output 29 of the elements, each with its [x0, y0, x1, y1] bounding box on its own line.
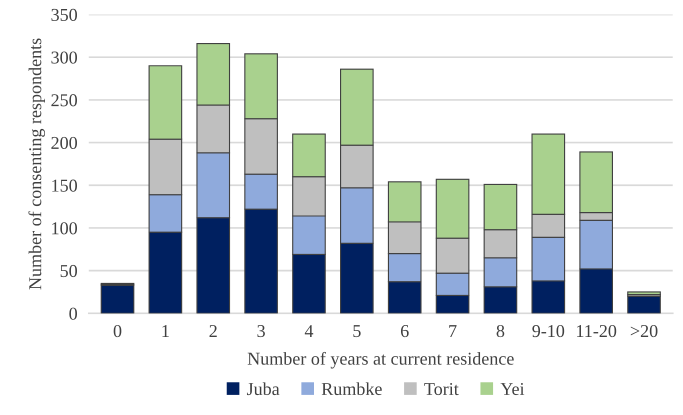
x-tick-label: 11-20 [577, 324, 616, 338]
bar [100, 284, 134, 314]
y-tick-label: 150 [52, 180, 77, 192]
y-tick-label: 350 [51, 8, 77, 21]
x-tick-label: 6 [400, 325, 409, 338]
bar [627, 291, 661, 296]
x-tick-label: 5 [353, 325, 361, 338]
y-tick-label: 300 [51, 51, 77, 64]
x-tick-label: 9-10 [532, 324, 564, 338]
legend-label: Rumbke [322, 382, 382, 396]
x-tick-label: 0 [114, 324, 122, 338]
y-tick-label: 0 [69, 308, 77, 320]
x-tick-label: 2 [210, 325, 217, 337]
legend-label: Yei [500, 382, 524, 396]
legend-label: Juba [246, 382, 280, 396]
x-tick-label: 3 [257, 325, 265, 338]
x-axis-title: Number of years at current residence [248, 352, 514, 369]
x-tick-label: 7 [449, 325, 457, 337]
y-tick-label: 250 [51, 94, 77, 106]
x-tick-label: >20 [630, 324, 658, 338]
y-tick-label: 50 [60, 264, 77, 278]
bar [627, 296, 661, 314]
x-tick-label: 1 [162, 325, 169, 337]
x-tick-label: 8 [496, 324, 504, 338]
legend-label: Torit [424, 382, 459, 396]
x-tick-label: 4 [304, 325, 314, 337]
y-tick-label: 200 [51, 136, 77, 150]
y-axis-title: Number of consenting respondents [28, 38, 46, 290]
y-tick-label: 100 [52, 222, 77, 234]
